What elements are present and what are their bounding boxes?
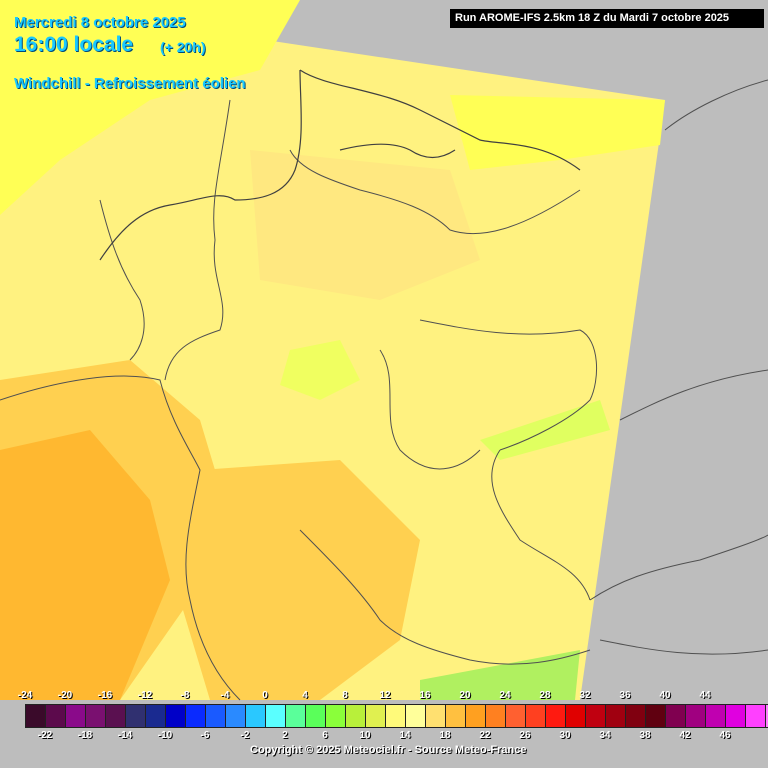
legend-tick-lower: -6: [200, 730, 210, 741]
legend-swatch: [586, 705, 606, 727]
legend-tick-lower: 34: [599, 730, 611, 741]
legend-tick-upper: 24: [499, 690, 511, 701]
legend-tick-upper: 16: [419, 690, 431, 701]
legend-tick-upper: 32: [579, 690, 591, 701]
zone-orange-southwest: [0, 430, 170, 700]
legend-tick-lower: -18: [77, 730, 93, 741]
legend-tick-lower: 30: [559, 730, 571, 741]
legend-swatch: [326, 705, 346, 727]
legend-tick-upper: -12: [137, 690, 153, 701]
legend-tick-upper: -4: [220, 690, 230, 701]
legend-swatch: [306, 705, 326, 727]
legend-tick-upper: 20: [459, 690, 471, 701]
legend-tick-upper: -20: [57, 690, 73, 701]
legend-tick-lower: -2: [240, 730, 250, 741]
forecast-offset: (+ 20h): [160, 39, 206, 55]
legend-swatch: [286, 705, 306, 727]
legend-tick-lower: 10: [359, 730, 371, 741]
legend-tick-upper: -24: [17, 690, 33, 701]
legend-swatch: [66, 705, 86, 727]
legend-swatch: [226, 705, 246, 727]
color-legend: -24 -20 -16 -12 -8 -4 0 4 8 12 16 20 24 28 32 36 40 44 -2…: [0, 686, 768, 768]
legend-swatch: [766, 705, 768, 727]
legend-swatch: [186, 705, 206, 727]
legend-swatch: [646, 705, 666, 727]
legend-swatch: [726, 705, 746, 727]
zone-yellow-orange-south: [180, 460, 420, 700]
legend-swatch: [486, 705, 506, 727]
legend-swatch: [506, 705, 526, 727]
legend-tick-upper: 40: [659, 690, 671, 701]
legend-swatch: [606, 705, 626, 727]
legend-tick-upper: 44: [699, 690, 711, 701]
legend-tick-lower: 6: [322, 730, 328, 741]
legend-swatch: [686, 705, 706, 727]
legend-tick-upper: 28: [539, 690, 551, 701]
legend-tick-lower: 14: [399, 730, 411, 741]
legend-swatch: [246, 705, 266, 727]
zone-light-green-hills: [280, 340, 360, 400]
parameter-title: Windchill - Refroissement éolien: [14, 75, 246, 92]
country-borders: [0, 79, 768, 701]
legend-swatch: [366, 705, 386, 727]
legend-swatch: [206, 705, 226, 727]
legend-swatch: [626, 705, 646, 727]
legend-swatch: [406, 705, 426, 727]
legend-tick-upper: -8: [180, 690, 190, 701]
legend-tick-lower: 18: [439, 730, 451, 741]
zone-bright-yellow-northwest: [0, 0, 300, 215]
legend-swatch: [706, 705, 726, 727]
coastlines: [99, 69, 581, 261]
legend-swatch: [166, 705, 186, 727]
legend-swatch: [746, 705, 766, 727]
legend-swatch: [126, 705, 146, 727]
copyright-text: Copyright © 2025 Meteociel.fr - Source M…: [250, 744, 527, 756]
legend-tick-upper: 4: [302, 690, 308, 701]
zone-bright-yellow-baltic: [450, 95, 665, 170]
legend-swatch: [466, 705, 486, 727]
legend-tick-upper: 36: [619, 690, 631, 701]
zone-pale-yellow-north: [250, 150, 480, 300]
legend-color-bar: [25, 704, 768, 728]
legend-tick-lower: 22: [479, 730, 491, 741]
legend-tick-lower: -14: [117, 730, 133, 741]
legend-swatch: [666, 705, 686, 727]
legend-tick-lower: 2: [282, 730, 288, 741]
forecast-date: Mercredi 8 octobre 2025: [14, 14, 186, 31]
legend-swatch: [426, 705, 446, 727]
legend-swatch: [566, 705, 586, 727]
legend-tick-upper: -16: [97, 690, 113, 701]
legend-tick-lower: 42: [679, 730, 691, 741]
legend-swatch: [86, 705, 106, 727]
legend-tick-lower: 26: [519, 730, 531, 741]
legend-tick-upper: 12: [379, 690, 391, 701]
legend-swatch: [526, 705, 546, 727]
legend-tick-lower: 46: [719, 730, 731, 741]
legend-swatch: [146, 705, 166, 727]
legend-swatch: [546, 705, 566, 727]
legend-swatch: [446, 705, 466, 727]
legend-tick-upper: 8: [342, 690, 348, 701]
legend-swatch: [386, 705, 406, 727]
legend-tick-lower: -22: [37, 730, 53, 741]
legend-swatch: [46, 705, 66, 727]
run-label: Run AROME-IFS 2.5km 18 Z du Mardi 7 octo…: [450, 9, 764, 28]
forecast-time: 16:00 locale: [14, 33, 134, 56]
legend-tick-lower: -10: [157, 730, 173, 741]
legend-swatch: [266, 705, 286, 727]
legend-tick-upper: 0: [262, 690, 268, 701]
legend-swatch: [346, 705, 366, 727]
legend-swatch: [26, 705, 46, 727]
legend-tick-lower: 38: [639, 730, 651, 741]
legend-swatch: [106, 705, 126, 727]
